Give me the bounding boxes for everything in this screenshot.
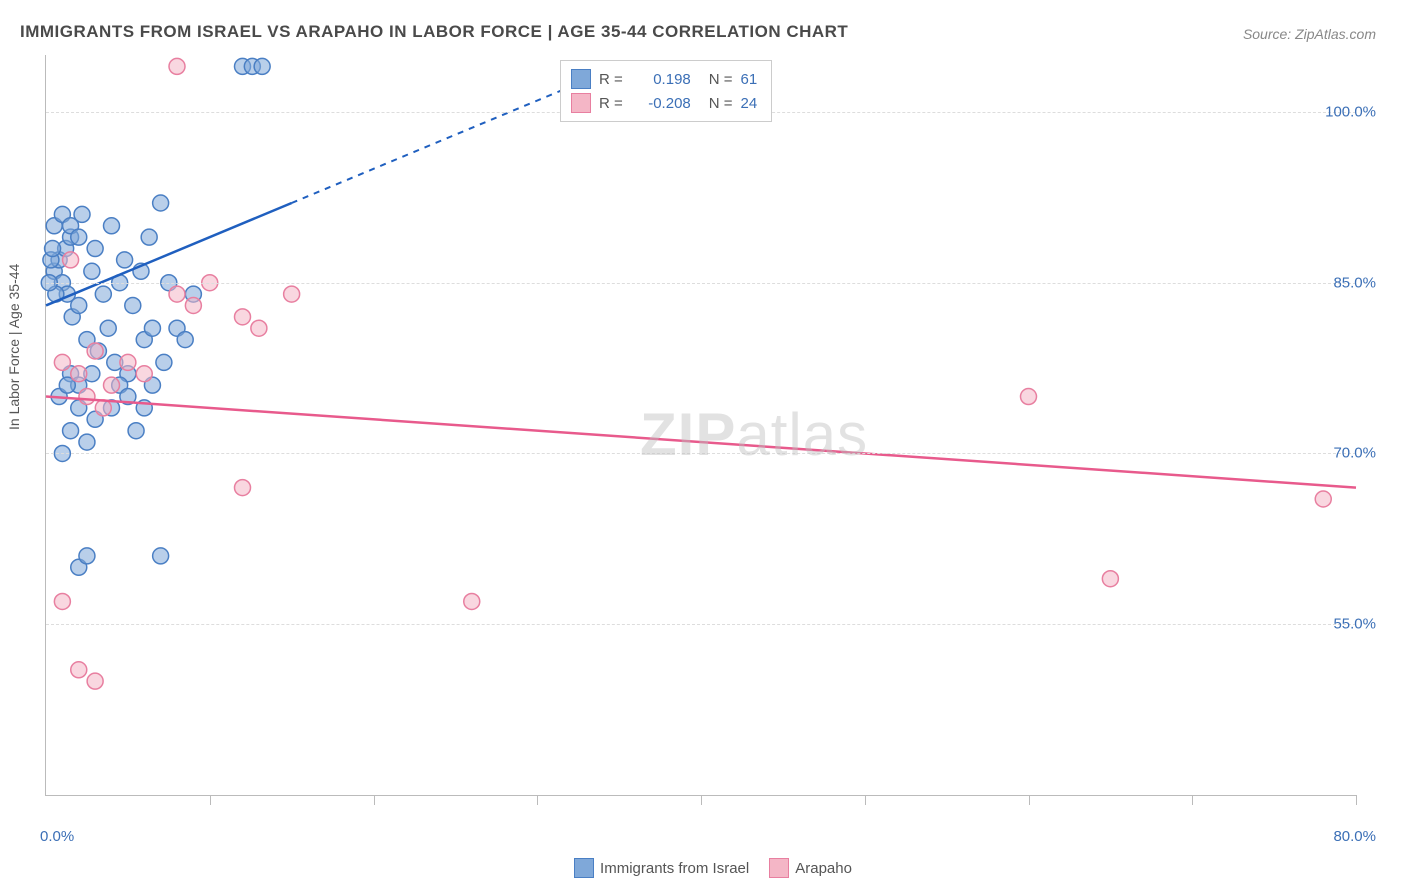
x-tick-label-max: 80.0% — [1333, 828, 1376, 845]
data-point — [63, 252, 79, 268]
data-point — [169, 58, 185, 74]
y-tick-label: 100.0% — [1325, 103, 1376, 120]
x-tick — [1192, 795, 1193, 805]
data-point — [95, 286, 111, 302]
data-point — [156, 354, 172, 370]
data-point — [104, 377, 120, 393]
data-point — [125, 297, 141, 313]
gridline — [46, 283, 1356, 284]
data-point — [251, 320, 267, 336]
data-point — [141, 229, 157, 245]
x-tick — [374, 795, 375, 805]
data-point — [79, 434, 95, 450]
chart-title: IMMIGRANTS FROM ISRAEL VS ARAPAHO IN LAB… — [20, 22, 848, 42]
data-point — [63, 423, 79, 439]
data-point — [104, 218, 120, 234]
data-point — [54, 593, 70, 609]
plot-area — [45, 55, 1356, 796]
data-point — [45, 241, 61, 257]
r-value: -0.208 — [631, 95, 691, 112]
data-point — [284, 286, 300, 302]
legend-swatch — [769, 858, 789, 878]
r-label: R = — [599, 95, 623, 112]
x-tick — [1029, 795, 1030, 805]
n-label: N = — [709, 71, 733, 88]
data-point — [79, 548, 95, 564]
n-value: 24 — [741, 95, 758, 112]
x-tick — [701, 795, 702, 805]
trend-line — [46, 397, 1356, 488]
y-tick-label: 70.0% — [1333, 445, 1376, 462]
x-tick-label-min: 0.0% — [40, 828, 74, 845]
y-tick-label: 55.0% — [1333, 616, 1376, 633]
data-point — [71, 297, 87, 313]
y-axis-label: In Labor Force | Age 35-44 — [6, 264, 22, 430]
data-point — [136, 366, 152, 382]
data-point — [1315, 491, 1331, 507]
data-point — [177, 332, 193, 348]
data-point — [128, 423, 144, 439]
gridline — [46, 453, 1356, 454]
data-point — [464, 593, 480, 609]
data-point — [71, 229, 87, 245]
data-point — [1102, 571, 1118, 587]
data-point — [153, 195, 169, 211]
r-label: R = — [599, 71, 623, 88]
legend-series-label: Arapaho — [795, 860, 852, 877]
data-point — [120, 354, 136, 370]
data-point — [117, 252, 133, 268]
stats-legend-row: R = -0.208 N = 24 — [571, 91, 757, 115]
data-point — [144, 320, 160, 336]
data-point — [71, 366, 87, 382]
data-point — [87, 673, 103, 689]
data-point — [95, 400, 111, 416]
legend-swatch — [571, 69, 591, 89]
x-tick — [1356, 795, 1357, 805]
gridline — [46, 624, 1356, 625]
legend-swatch — [574, 858, 594, 878]
data-point — [87, 343, 103, 359]
scatter-svg — [46, 55, 1356, 795]
series-legend: Immigrants from Israel Arapaho — [0, 858, 1406, 880]
data-point — [185, 297, 201, 313]
source-attribution: Source: ZipAtlas.com — [1243, 26, 1376, 42]
x-tick — [865, 795, 866, 805]
x-tick — [537, 795, 538, 805]
data-point — [235, 480, 251, 496]
data-point — [87, 241, 103, 257]
data-point — [235, 309, 251, 325]
data-point — [79, 389, 95, 405]
data-point — [100, 320, 116, 336]
n-value: 61 — [741, 71, 758, 88]
legend-swatch — [571, 93, 591, 113]
stats-legend-row: R = 0.198 N = 61 — [571, 67, 757, 91]
x-tick — [210, 795, 211, 805]
data-point — [71, 662, 87, 678]
data-point — [153, 548, 169, 564]
n-label: N = — [709, 95, 733, 112]
data-point — [254, 58, 270, 74]
stats-legend: R = 0.198 N = 61R =-0.208 N = 24 — [560, 60, 772, 122]
data-point — [169, 286, 185, 302]
r-value: 0.198 — [631, 71, 691, 88]
data-point — [84, 263, 100, 279]
y-tick-label: 85.0% — [1333, 274, 1376, 291]
data-point — [1021, 389, 1037, 405]
legend-series-label: Immigrants from Israel — [600, 860, 749, 877]
data-point — [54, 354, 70, 370]
